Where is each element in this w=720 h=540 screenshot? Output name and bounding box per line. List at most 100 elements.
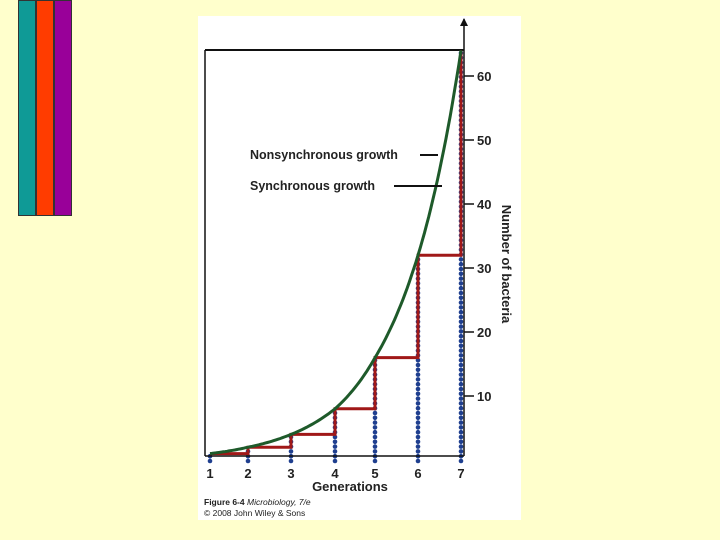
column-dot <box>458 439 464 445</box>
column-dot <box>332 444 338 449</box>
column-dot <box>458 391 464 397</box>
column-dot <box>458 353 464 358</box>
column-dot <box>372 410 378 416</box>
column-dot <box>372 429 378 435</box>
column-dot <box>458 449 464 454</box>
column-dot <box>458 257 464 262</box>
legend-label-synchronous: Synchronous growth <box>250 179 375 193</box>
column-dot <box>458 285 464 291</box>
caption-figure-number: Figure 6-4 <box>204 497 245 507</box>
legend-label-nonsynchronous: Nonsynchronous growth <box>250 148 398 162</box>
x-tick-label: 6 <box>414 466 421 481</box>
column-dot <box>458 324 464 329</box>
column-dot <box>415 429 421 435</box>
column-dot <box>458 329 464 334</box>
column-dot <box>458 319 464 325</box>
column-dot <box>415 401 421 406</box>
column-dot <box>415 405 421 411</box>
column-dot <box>415 439 421 445</box>
column-dot <box>415 420 421 425</box>
x-tick-label: 4 <box>331 466 339 481</box>
column-dot <box>458 377 464 382</box>
column-dot <box>372 434 378 440</box>
y-axis-arrowhead <box>460 18 468 26</box>
orange-accent-bar <box>36 0 54 216</box>
synchronous-growth-line <box>210 50 463 456</box>
column-dot <box>458 372 464 377</box>
column-dot <box>415 386 421 392</box>
x-tick-label: 1 <box>206 466 213 481</box>
column-dot <box>458 434 464 440</box>
column-dot <box>415 372 421 377</box>
column-dot <box>207 458 213 464</box>
column-dot <box>415 425 421 430</box>
column-dot <box>288 458 294 464</box>
column-dot <box>415 396 421 401</box>
column-dot <box>458 386 464 392</box>
caption-book: Microbiology, 7/e <box>247 497 311 507</box>
x-tick-labels: 1 2 3 4 5 6 7 <box>206 466 464 481</box>
column-dot <box>458 333 464 339</box>
y-tick-labels: 10 20 30 40 50 60 <box>464 69 491 404</box>
y-axis-title: Number of bacteria <box>499 205 514 324</box>
column-dot <box>288 449 294 454</box>
column-dot <box>245 458 251 464</box>
column-dot <box>372 420 378 425</box>
x-tick-label: 2 <box>244 466 251 481</box>
column-dot <box>415 458 421 464</box>
figure-caption: Figure 6-4 Microbiology, 7/e <box>204 497 311 507</box>
column-dot <box>458 444 464 449</box>
column-dot <box>415 367 421 373</box>
column-dot <box>415 434 421 440</box>
column-dot <box>372 415 378 421</box>
column-dot <box>458 271 464 277</box>
column-dot <box>458 266 464 272</box>
nonsynchronous-growth-curve <box>209 50 463 456</box>
figure-card: 1 2 3 4 5 6 7 10 20 30 40 50 60 Generations Number … <box>198 16 521 520</box>
growth-chart: 1 2 3 4 5 6 7 10 20 30 40 50 60 Generations Number … <box>204 18 514 518</box>
column-dot <box>332 458 338 464</box>
column-dot <box>458 343 464 349</box>
column-dot <box>458 429 464 435</box>
column-dot <box>415 444 421 449</box>
column-dot <box>458 401 464 406</box>
y-tick-label: 50 <box>477 133 491 148</box>
column-dot <box>458 458 464 464</box>
column-dot <box>332 439 338 445</box>
column-dot <box>458 420 464 425</box>
column-dot <box>458 357 464 363</box>
y-tick-label: 10 <box>477 389 491 404</box>
column-dot <box>372 439 378 445</box>
column-dot <box>372 444 378 449</box>
column-dot <box>458 362 464 368</box>
column-dot <box>458 314 464 320</box>
column-dot <box>372 458 378 464</box>
x-tick-label: 7 <box>457 466 464 481</box>
column-dot <box>372 449 378 454</box>
column-dot <box>415 391 421 397</box>
column-dot <box>458 290 464 296</box>
column-dot <box>458 305 464 310</box>
y-tick-label: 40 <box>477 197 491 212</box>
column-dot <box>458 415 464 421</box>
column-dot <box>458 425 464 430</box>
teal-accent-bar <box>18 0 36 216</box>
column-dot <box>458 281 464 286</box>
column-dot <box>415 415 421 421</box>
column-dot <box>458 396 464 401</box>
column-dot <box>332 449 338 454</box>
y-tick-label: 30 <box>477 261 491 276</box>
accent-color-bars <box>18 0 72 216</box>
x-tick-label: 3 <box>287 466 294 481</box>
purple-accent-bar <box>54 0 72 216</box>
column-dot <box>458 367 464 373</box>
x-tick-label: 5 <box>371 466 378 481</box>
column-dot <box>458 261 464 267</box>
y-tick-label: 20 <box>477 325 491 340</box>
column-dot <box>458 295 464 301</box>
dotted-columns <box>207 50 464 464</box>
column-dot <box>415 362 421 368</box>
column-dot <box>372 425 378 430</box>
figure-copyright: © 2008 John Wiley & Sons <box>204 508 305 518</box>
column-dot <box>415 449 421 454</box>
